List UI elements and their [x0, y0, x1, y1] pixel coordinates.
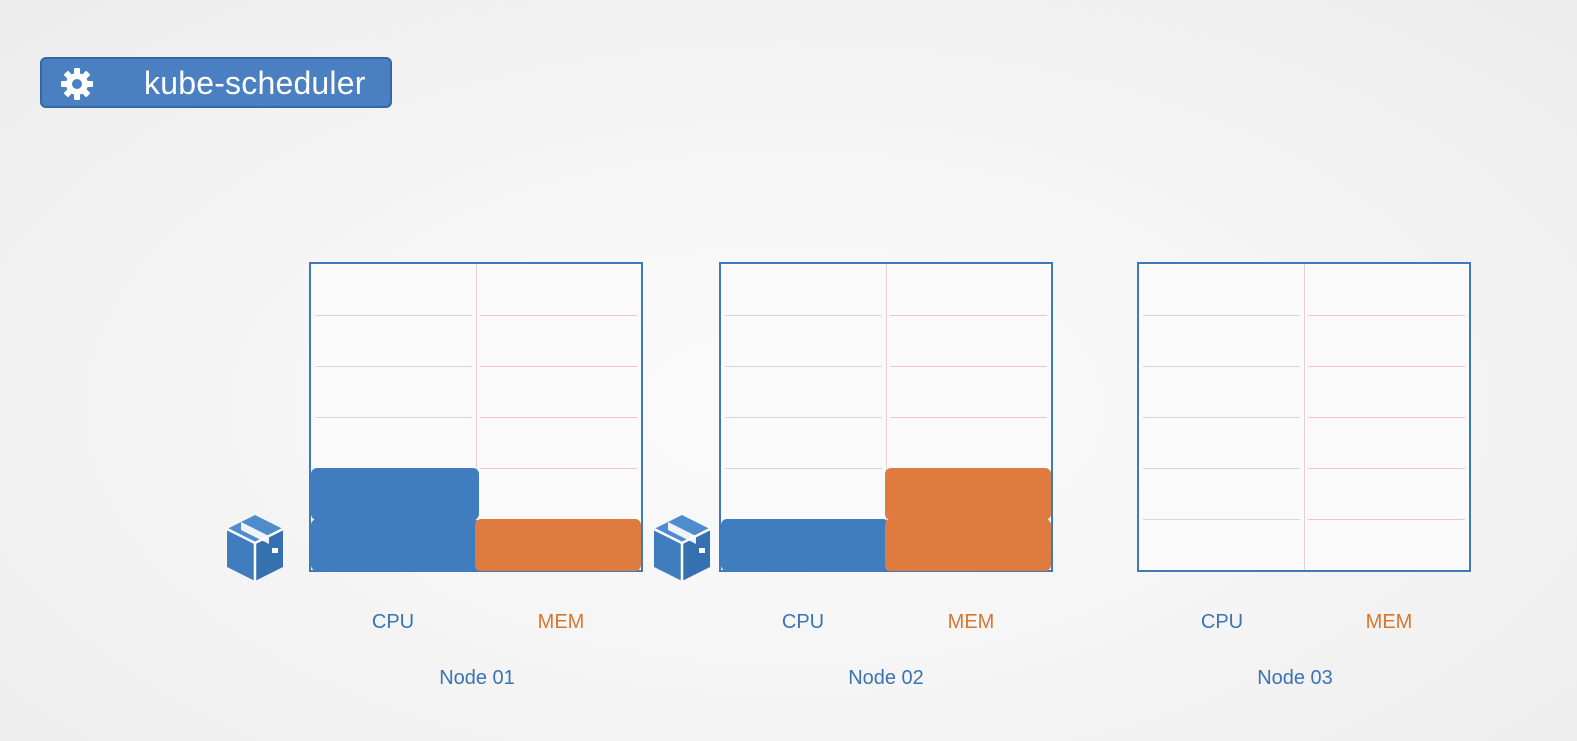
node-divider — [1304, 264, 1305, 570]
cpu-slot-line — [725, 366, 882, 367]
kube-scheduler-badge: kube-scheduler — [40, 57, 392, 108]
cpu-slot-line — [1143, 468, 1300, 469]
node-01-cpu-label: CPU — [371, 611, 415, 633]
mem-slot-line — [1308, 468, 1465, 469]
cpu-slot-line — [1143, 366, 1300, 367]
cpu-slot-line — [725, 417, 882, 418]
mem-slot-line — [890, 315, 1047, 316]
cpu-slot-line — [725, 315, 882, 316]
cpu-used-block — [311, 519, 479, 571]
mem-slot-line — [1308, 366, 1465, 367]
cpu-slot-line — [315, 366, 472, 367]
cpu-slot-line — [1143, 315, 1300, 316]
gear-icon — [61, 68, 93, 100]
mem-used-block — [475, 519, 641, 571]
node-02-mem-label: MEM — [947, 611, 995, 633]
node-03-cpu-label: CPU — [1200, 611, 1244, 633]
cpu-used-block — [721, 519, 889, 571]
cpu-slot-line — [1143, 417, 1300, 418]
mem-slot-line — [890, 417, 1047, 418]
mem-slot-line — [1308, 417, 1465, 418]
mem-used-block — [885, 519, 1051, 571]
node-divider — [476, 264, 477, 570]
cpu-slot-line — [725, 468, 882, 469]
mem-slot-line — [480, 315, 637, 316]
mem-slot-line — [480, 366, 637, 367]
node-03-label: Node 03 — [1257, 667, 1333, 689]
mem-slot-line — [1308, 315, 1465, 316]
pod-cube-icon — [653, 515, 711, 581]
node-01-label: Node 01 — [439, 667, 515, 689]
node-03-capacity-box — [1137, 262, 1471, 572]
mem-slot-line — [1308, 519, 1465, 520]
badge-title: kube-scheduler — [144, 65, 366, 101]
cpu-slot-line — [315, 315, 472, 316]
node-03-mem-label: MEM — [1365, 611, 1413, 633]
mem-slot-line — [480, 468, 637, 469]
cpu-slot-line — [1143, 519, 1300, 520]
node-divider — [886, 264, 887, 570]
node-01-mem-label: MEM — [537, 611, 585, 633]
node-02-label: Node 02 — [848, 667, 924, 689]
node-02-capacity-box — [719, 262, 1053, 572]
mem-used-block — [885, 468, 1051, 520]
mem-slot-line — [890, 366, 1047, 367]
node-01-capacity-box — [309, 262, 643, 572]
pod-cube-icon — [226, 515, 284, 581]
node-02-cpu-label: CPU — [781, 611, 825, 633]
cpu-slot-line — [315, 417, 472, 418]
mem-slot-line — [480, 417, 637, 418]
cpu-used-block — [311, 468, 479, 520]
